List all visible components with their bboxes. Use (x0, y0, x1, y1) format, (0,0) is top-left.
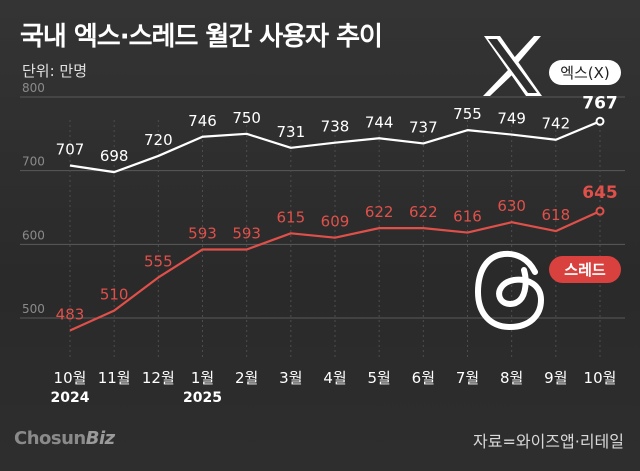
x-data-label: 746 (188, 112, 217, 130)
x-tick-label: 5월 (367, 369, 390, 387)
x-axis: 10월 2024 11월 12월 1월 2025 2월 3월 4월 5월 6월 7월 8월 9월 10월 (51, 369, 617, 406)
x-tick-label: 1월 (191, 369, 214, 387)
threads-series-line (69, 210, 601, 332)
threads-data-label: 609 (321, 213, 350, 231)
x-data-label: 755 (453, 105, 482, 123)
x-data-label: 744 (365, 113, 394, 131)
threads-data-label: 510 (100, 286, 129, 304)
x-tick-label: 4월 (323, 369, 346, 387)
x-data-label: 731 (277, 123, 306, 141)
threads-logo-icon (474, 250, 545, 331)
y-tick-label: 800 (22, 81, 45, 95)
threads-data-label: 618 (542, 206, 571, 224)
x-tick-label: 11월 (98, 369, 131, 387)
x-data-label: 738 (321, 118, 350, 136)
x-tick-label: 8월 (500, 369, 523, 387)
threads-data-label: 616 (453, 208, 482, 226)
x-series-line (69, 120, 601, 174)
threads-data-label: 622 (365, 203, 394, 221)
logo-sub: Biz (85, 428, 115, 449)
x-tick-label: 10월 (54, 369, 87, 387)
legend-threads-label: 스레드 (564, 261, 606, 279)
legend-x-label: 엑스(X) (560, 64, 610, 82)
threads-data-label: 615 (277, 208, 306, 226)
x-tick-label: 9월 (544, 369, 567, 387)
unit-label: 단위: 만명 (22, 62, 88, 80)
threads-data-label: 622 (409, 203, 438, 221)
x-tick-label: 10월 (584, 369, 617, 387)
chart-title: 국내 엑스·스레드 월간 사용자 추이 (20, 22, 383, 52)
x-logo-icon (483, 36, 542, 96)
x-data-label: 707 (56, 141, 85, 159)
x-data-label: 767 (582, 93, 618, 113)
x-tick-label: 7월 (456, 369, 479, 387)
threads-data-label: 483 (56, 306, 85, 324)
x-tick-label: 2월 (235, 369, 258, 387)
x-data-label: 720 (144, 131, 173, 149)
threads-data-label: 593 (232, 224, 261, 242)
x-tick-label: 6월 (412, 369, 435, 387)
threads-data-label: 630 (497, 197, 526, 215)
x-data-label: 749 (497, 110, 526, 128)
label-layer: 707 698 720 746 750 731 738 744 737 755 749 742 767 4… (56, 93, 618, 323)
legend-threads: 스레드 (549, 256, 621, 283)
grid-layer: 500 600 700 800 (20, 81, 625, 360)
threads-data-label: 593 (188, 224, 217, 242)
source-note: 자료=와이즈앱·리테일 (473, 432, 624, 451)
legend-x: 엑스(X) (549, 60, 621, 85)
x-year-label: 2025 (183, 390, 222, 406)
x-data-label: 737 (409, 118, 438, 136)
series-layer (69, 116, 605, 332)
x-data-label: 698 (100, 147, 129, 165)
chosunbiz-logo: ChosunBiz (14, 428, 115, 449)
y-tick-label: 600 (22, 228, 45, 242)
x-data-label: 742 (542, 115, 571, 133)
logo-main: Chosun (14, 428, 86, 449)
threads-series-endpoint (595, 206, 605, 216)
y-tick-label: 700 (22, 155, 45, 169)
x-tick-label: 12월 (142, 369, 175, 387)
threads-data-label: 555 (144, 252, 173, 270)
x-tick-label: 3월 (279, 369, 302, 387)
x-series-endpoint (595, 116, 605, 126)
threads-data-label: 645 (582, 183, 618, 203)
x-data-label: 750 (232, 109, 261, 127)
x-year-label: 2024 (51, 390, 90, 406)
y-tick-label: 500 (22, 302, 45, 316)
